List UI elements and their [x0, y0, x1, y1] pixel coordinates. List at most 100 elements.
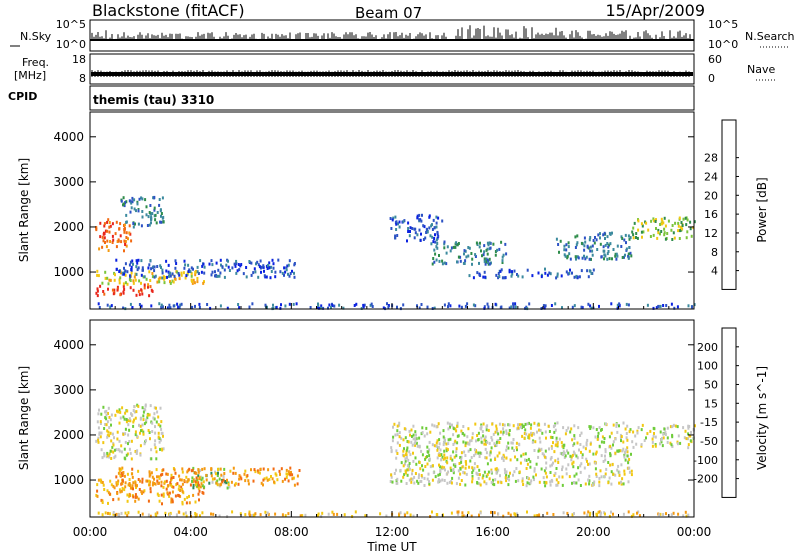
power-cell: [397, 222, 399, 226]
power-cell: [498, 247, 501, 251]
power-cell: [134, 272, 137, 276]
velocity-cell: [676, 425, 679, 429]
velocity-cell: [127, 433, 130, 437]
velocity-cell: [175, 483, 178, 487]
power-cell: [203, 280, 205, 284]
velocity-cell: [104, 423, 107, 426]
velocity-cell: [490, 446, 493, 450]
power-cell: [194, 270, 197, 274]
power-cell: [183, 259, 186, 263]
velocity-cell: [150, 471, 153, 475]
velocity-cell: [123, 488, 126, 492]
power-cell: [611, 231, 613, 235]
power-cell: [102, 232, 105, 236]
power-cell: [291, 269, 293, 273]
power-cell: [395, 222, 398, 226]
velocity-cell: [136, 484, 138, 488]
power-cell: [591, 244, 594, 248]
power-cell: [489, 246, 492, 250]
power-cell: [548, 271, 551, 275]
velocity-cell: [404, 513, 406, 517]
velocity-cell: [202, 491, 205, 495]
velocity-cell: [517, 423, 519, 427]
velocity-cell: [408, 462, 411, 465]
power-cell: [173, 276, 176, 280]
velocity-cell: [488, 441, 491, 445]
velocity-cell: [549, 480, 552, 484]
velocity-cell: [535, 473, 537, 477]
velocity-cell: [405, 448, 408, 452]
velocity-cell: [270, 475, 272, 478]
velocity-cell: [580, 450, 582, 454]
power-cell: [655, 306, 658, 310]
power-cell: [209, 306, 212, 310]
velocity-cell: [159, 438, 162, 442]
velocity-cell: [660, 440, 663, 444]
power-cell: [433, 226, 436, 230]
velocity-cell: [561, 483, 564, 487]
velocity-cell: [230, 480, 233, 484]
power-cell: [126, 270, 129, 274]
power-cell: [190, 266, 193, 270]
power-cell: [558, 250, 560, 254]
power-cell: [482, 253, 485, 257]
velocity-cell: [483, 438, 486, 442]
velocity-cell: [555, 467, 558, 470]
velocity-cell: [173, 468, 176, 472]
velocity-cell: [518, 470, 521, 474]
power-cell: [486, 261, 489, 264]
power-cell: [487, 243, 490, 247]
velocity-cell: [170, 473, 173, 477]
velocity-cell: [602, 460, 605, 463]
power-cell: [104, 276, 107, 280]
power-cell: [134, 222, 136, 226]
velocity-cell: [544, 430, 547, 434]
velocity-cell: [608, 476, 611, 480]
power-cell: [138, 197, 141, 201]
power-cell: [665, 304, 668, 307]
velocity-cell: [154, 512, 157, 516]
velocity-cell: [121, 474, 124, 477]
power-cell: [289, 272, 292, 275]
velocity-cell: [134, 499, 137, 503]
velocity-cell: [262, 467, 265, 471]
velocity-cell: [109, 479, 112, 483]
velocity-colorbar-label: -200: [693, 473, 718, 486]
power-cell: [185, 274, 188, 278]
velocity-cell: [281, 479, 284, 483]
power-cell: [162, 220, 165, 224]
velocity-cell: [260, 481, 263, 485]
nave-tick-bottom: 0: [708, 72, 715, 85]
power-cell: [288, 302, 291, 306]
velocity-cell: [139, 431, 141, 435]
velocity-cell: [543, 453, 545, 457]
power-cell: [587, 302, 590, 306]
velocity-cell: [450, 481, 453, 485]
velocity-cell: [444, 438, 446, 442]
velocity-cell: [158, 476, 161, 480]
velocity-cell: [595, 450, 598, 454]
power-cell: [153, 208, 156, 212]
power-cell: [426, 230, 429, 233]
velocity-cell: [418, 461, 421, 464]
velocity-ytick-label: 2000: [53, 428, 84, 442]
velocity-cell: [195, 479, 198, 483]
power-cell: [96, 289, 99, 293]
power-cell: [443, 246, 446, 250]
power-ytick-label: 3000: [53, 175, 84, 189]
velocity-cell: [106, 434, 109, 438]
power-cell: [98, 247, 101, 251]
power-cell: [645, 221, 648, 225]
velocity-cell: [234, 471, 237, 475]
power-cell: [459, 259, 462, 263]
velocity-cell: [131, 467, 134, 471]
velocity-cell: [485, 474, 488, 478]
velocity-cell: [573, 434, 576, 438]
power-cell: [494, 253, 497, 257]
velocity-cell: [508, 423, 511, 427]
velocity-cell: [485, 456, 488, 460]
power-cell: [151, 272, 154, 275]
velocity-cell: [465, 462, 468, 466]
power-cell: [615, 257, 618, 261]
